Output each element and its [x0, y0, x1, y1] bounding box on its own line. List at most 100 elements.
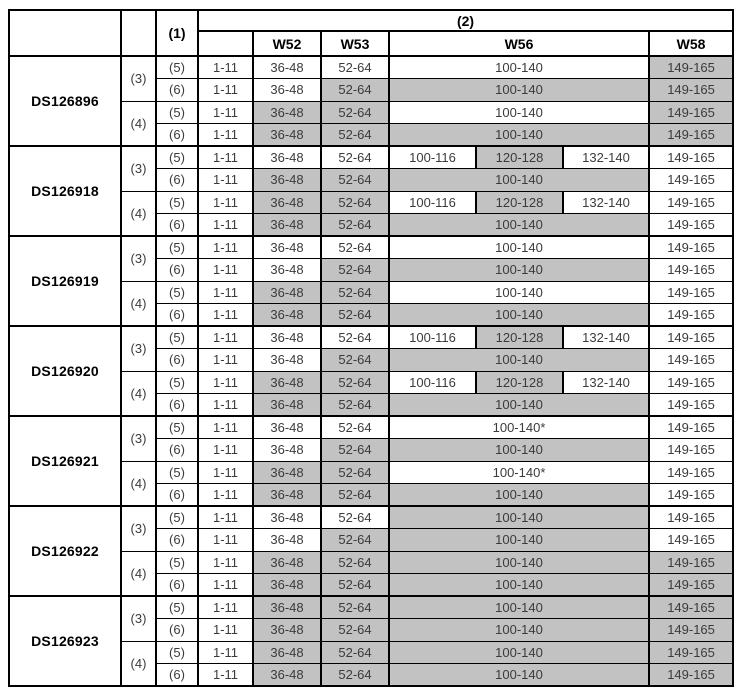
table-row: (6) 1-11 36-48 52-64 100-140 149-165 — [9, 663, 735, 687]
value-cell: 36-48 — [252, 640, 322, 664]
value-cell: 52-64 — [320, 258, 390, 282]
row-label-cell: (5) — [155, 595, 199, 619]
table-row: DS126920 (3) (5) 1-11 36-48 52-64 100-116 120-1… — [8, 325, 735, 417]
value-cell: 36-48 — [252, 528, 322, 552]
row-label-cell: (6) — [155, 168, 199, 192]
subgroup-label-cell: (4) — [120, 370, 157, 417]
value-cell: 52-64 — [320, 235, 390, 259]
model-label-cell: DS126919 — [8, 235, 122, 327]
table-row: DS126923 (3) (5) 1-11 36-48 52-64 100-140 149-1… — [8, 595, 735, 687]
value-cell: 149-165 — [647, 213, 735, 237]
row-label-cell: (6) — [155, 78, 199, 102]
value-cell: 149-165 — [647, 505, 735, 529]
table-row: DS126918 (3) (5) 1-11 36-48 52-64 100-116 120-1… — [8, 145, 735, 237]
value-cell: 149-165 — [647, 393, 735, 417]
value-cell: 100-140* — [388, 460, 650, 484]
value-cell: 100-140 — [388, 258, 650, 282]
row-label-cell: (5) — [155, 280, 199, 304]
value-cell: 149-165 — [647, 325, 735, 349]
value-cell: 149-165 — [647, 258, 735, 282]
value-cell: 52-64 — [320, 663, 390, 687]
value-cell: 1-11 — [197, 528, 254, 552]
model-label-cell: DS126920 — [8, 325, 122, 417]
subgroup-label-cell: (4) — [120, 280, 157, 327]
value-cell: 36-48 — [252, 280, 322, 304]
value-cell: 100-140 — [388, 438, 650, 462]
value-cell: 120-128 — [475, 190, 564, 214]
model-label-cell: DS126921 — [8, 415, 122, 507]
value-cell: 36-48 — [252, 483, 322, 507]
table-row: (6) 1-11 36-48 52-64 100-140 149-165 — [9, 573, 735, 597]
value-cell: 52-64 — [320, 528, 390, 552]
row-label-cell: (5) — [155, 505, 199, 529]
value-cell: 100-140* — [388, 415, 650, 439]
value-cell: 149-165 — [647, 123, 735, 147]
table-row: (4) (5) 1-11 36-48 52-64 100-116 120-128 132-14… — [9, 370, 735, 417]
value-cell: 52-64 — [320, 393, 390, 417]
value-cell: 100-140 — [388, 55, 650, 79]
value-cell: 36-48 — [252, 325, 322, 349]
subgroup-label-cell: (3) — [120, 55, 157, 102]
value-cell: 100-140 — [388, 573, 650, 597]
value-cell: 100-116 — [388, 190, 477, 214]
subgroup-label-cell: (4) — [120, 100, 157, 147]
value-cell: 1-11 — [197, 303, 254, 327]
value-cell: 149-165 — [647, 595, 735, 619]
value-cell: 120-128 — [475, 325, 564, 349]
subgroup-label-cell: (3) — [120, 325, 157, 372]
subgroup-label-cell: (3) — [120, 145, 157, 192]
table-row: (6) 1-11 36-48 52-64 100-140 149-165 — [9, 123, 735, 147]
value-cell: 1-11 — [197, 415, 254, 439]
subgroup-label-cell: (3) — [120, 595, 157, 642]
value-cell: 149-165 — [647, 303, 735, 327]
value-cell: 149-165 — [647, 370, 735, 394]
value-cell: 52-64 — [320, 190, 390, 214]
header-model-blank — [8, 9, 122, 57]
value-cell: 36-48 — [252, 258, 322, 282]
value-cell: 100-140 — [388, 100, 650, 124]
value-cell: 100-140 — [388, 640, 650, 664]
value-cell: 100-140 — [388, 663, 650, 687]
subgroup-label-cell: (4) — [120, 640, 157, 687]
value-cell: 52-64 — [320, 325, 390, 349]
value-cell: 132-140 — [562, 325, 650, 349]
model-label-cell: DS126896 — [8, 55, 122, 147]
value-cell: 36-48 — [252, 235, 322, 259]
value-cell: 149-165 — [647, 663, 735, 687]
subgroup-label-cell: (4) — [120, 550, 157, 597]
row-label-cell: (6) — [155, 303, 199, 327]
row-label-cell: (6) — [155, 348, 199, 372]
value-cell: 100-140 — [388, 78, 650, 102]
table-row: (4) (5) 1-11 36-48 52-64 100-140 149-165 — [9, 280, 735, 327]
value-cell: 1-11 — [197, 325, 254, 349]
table-row: (6) 1-11 36-48 52-64 100-140 149-165 — [9, 213, 735, 237]
table-row: DS126896 (3) (5) 1-11 36-48 52-64 100-140 149-1… — [8, 55, 735, 147]
row-label-cell: (5) — [155, 190, 199, 214]
header-col2-label: (2) — [196, 9, 735, 32]
value-cell: 1-11 — [197, 235, 254, 259]
value-cell: 100-140 — [388, 483, 650, 507]
model-label-cell: DS126923 — [8, 595, 122, 687]
row-label-cell: (6) — [155, 528, 199, 552]
table-row: (4) (5) 1-11 36-48 52-64 100-116 120-128 132-14… — [9, 190, 735, 237]
value-cell: 1-11 — [197, 280, 254, 304]
value-cell: 100-140 — [388, 348, 650, 372]
row-label-cell: (5) — [155, 235, 199, 259]
value-cell: 149-165 — [647, 348, 735, 372]
value-cell: 1-11 — [197, 348, 254, 372]
value-cell: 1-11 — [197, 213, 254, 237]
table-row: (4) (5) 1-11 36-48 52-64 100-140 149-165 — [9, 640, 735, 687]
table-row: (6) 1-11 36-48 52-64 100-140 149-165 — [9, 168, 735, 192]
value-cell: 149-165 — [647, 280, 735, 304]
value-cell: 36-48 — [252, 415, 322, 439]
table-row: (4) (5) 1-11 36-48 52-64 100-140* 149-165 — [9, 460, 735, 507]
value-cell: 36-48 — [252, 145, 322, 169]
table-header: (1) (2) W52 W53 W56 W58 — [8, 9, 735, 57]
value-cell: 36-48 — [252, 573, 322, 597]
value-cell: 36-48 — [252, 78, 322, 102]
table-row: DS126922 (3) (5) 1-11 36-48 52-64 100-140 149-1… — [8, 505, 735, 597]
value-cell: 149-165 — [647, 550, 735, 574]
header-w56: W56 — [388, 30, 650, 57]
value-cell: 1-11 — [197, 78, 254, 102]
